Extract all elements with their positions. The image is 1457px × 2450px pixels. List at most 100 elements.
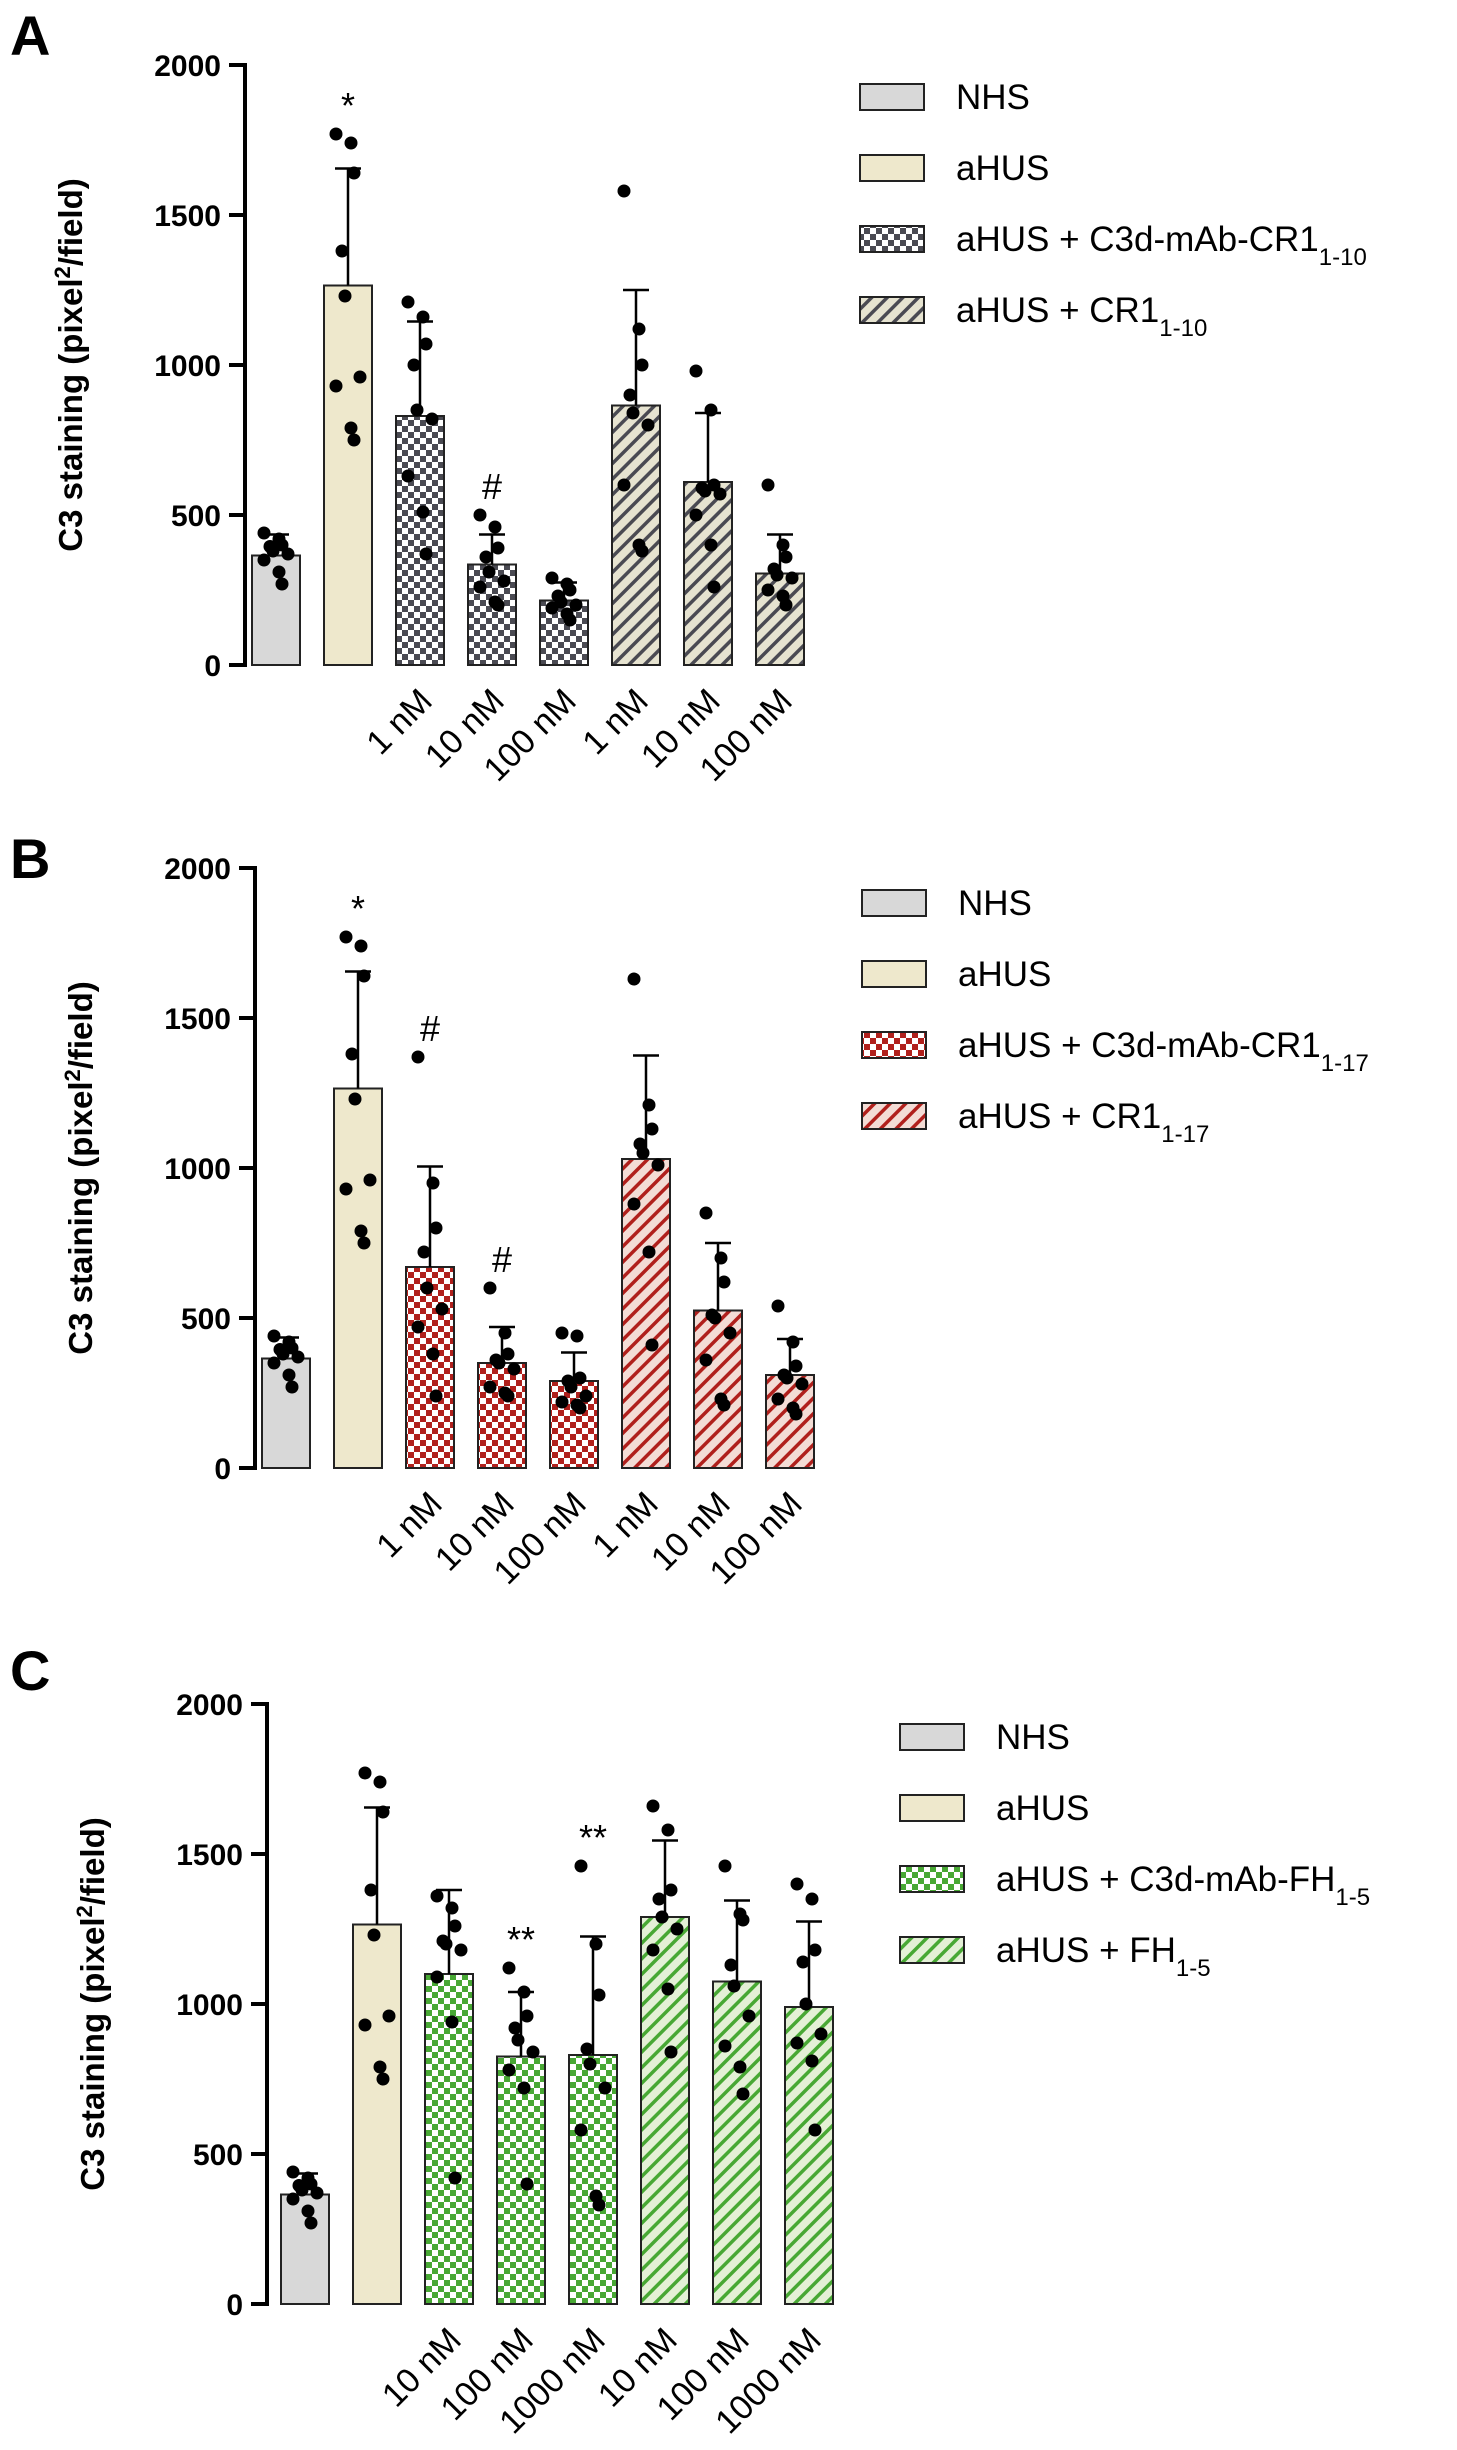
data-point [704, 403, 718, 417]
legend-label-text: aHUS + C3d-mAb-CR1 [958, 1026, 1321, 1065]
data-point [491, 541, 505, 555]
data-point [569, 598, 583, 612]
legend-label: aHUS [958, 955, 1051, 994]
y-tick-label: 500 [193, 2139, 243, 2172]
data-point [736, 1913, 750, 1927]
y-axis-label-text: C3 staining (pixel [62, 1082, 99, 1355]
legend-swatch [859, 296, 925, 324]
y-tick-label: 0 [214, 1453, 231, 1486]
y-tick-label: 500 [171, 500, 221, 533]
legend-swatch [899, 1936, 965, 1964]
data-point [419, 337, 433, 351]
data-point [482, 565, 496, 579]
data-point [771, 1392, 785, 1406]
data-point [329, 127, 343, 141]
legend-label-sub: 1-5 [1176, 1955, 1211, 1982]
data-point [636, 1146, 650, 1160]
panel-letter: C [10, 1639, 50, 1702]
y-tick-label: 1500 [176, 1839, 243, 1872]
data-point [713, 487, 727, 501]
panel-letter: A [10, 4, 50, 67]
data-point [357, 969, 371, 983]
data-point [776, 538, 790, 552]
data-point [511, 2033, 525, 2047]
legend-swatch [899, 1723, 965, 1751]
data-point [579, 1389, 593, 1403]
data-point [727, 1979, 741, 1993]
data-point [641, 418, 655, 432]
data-point [357, 1236, 371, 1250]
data-point [689, 364, 703, 378]
data-point [661, 1982, 675, 1996]
legend-label: aHUS [996, 1789, 1089, 1828]
data-point [771, 1299, 785, 1313]
panel-B: B C3 staining (pixel2/field) 0 500 1000 1500 2… [10, 827, 1369, 1592]
bar [496, 2055, 546, 2305]
data-point [795, 1377, 809, 1391]
data-point [492, 1356, 506, 1370]
bar [323, 284, 373, 666]
data-point [689, 508, 703, 522]
y-tick-label: 1000 [154, 350, 221, 383]
legend-swatch [899, 1865, 965, 1893]
data-point [646, 1943, 660, 1957]
data-point [344, 421, 358, 435]
bar [477, 1362, 527, 1469]
data-point [592, 2198, 606, 2212]
data-point [790, 1877, 804, 1891]
y-axis-label-text: /field) [74, 1817, 111, 1905]
legend-label: aHUS [956, 149, 1049, 188]
data-point [411, 1050, 425, 1064]
data-point [580, 2042, 594, 2056]
data-point [645, 1338, 659, 1352]
data-point [295, 2183, 309, 2197]
data-point [785, 571, 799, 585]
data-point [708, 1311, 722, 1325]
y-axis-label: C3 staining (pixel2/field) [50, 178, 90, 551]
data-point [589, 1937, 603, 1951]
data-point [285, 1380, 299, 1394]
data-point [401, 295, 415, 309]
data-point [632, 322, 646, 336]
data-point [282, 1368, 296, 1382]
legend-label-text: NHS [996, 1718, 1070, 1757]
data-point [483, 1380, 497, 1394]
y-tick-label: 2000 [154, 50, 221, 83]
data-point [338, 289, 352, 303]
data-point [410, 403, 424, 417]
legend-label: aHUS + CR11-17 [958, 1097, 1209, 1148]
bar [765, 1374, 815, 1469]
data-point [257, 526, 271, 540]
significance-label: ** [579, 1817, 607, 1858]
y-tick-label: 2000 [176, 1689, 243, 1722]
data-point [564, 1380, 578, 1394]
bar [352, 1923, 402, 2305]
data-point [661, 1823, 675, 1837]
data-point [286, 2192, 300, 2206]
data-point [789, 1359, 803, 1373]
significance-label: # [482, 466, 502, 507]
data-point [704, 538, 718, 552]
data-point [670, 1922, 684, 1936]
data-point [426, 1176, 440, 1190]
data-point [724, 1958, 738, 1972]
data-point [664, 2045, 678, 2059]
y-tick-label: 1000 [164, 1153, 231, 1186]
data-point [501, 1347, 515, 1361]
legend-swatch [859, 225, 925, 253]
bar [693, 1309, 743, 1469]
data-point [651, 1158, 665, 1172]
data-point [435, 1302, 449, 1316]
data-point [473, 508, 487, 522]
data-point [507, 1362, 521, 1376]
data-point [652, 1892, 666, 1906]
data-point [502, 2063, 516, 2077]
legend-label-text: NHS [958, 884, 1032, 923]
data-point [699, 1353, 713, 1367]
legend-swatch [861, 1031, 927, 1059]
legend-swatch [859, 83, 925, 111]
significance-label: * [351, 888, 365, 929]
legend-label-text: aHUS [958, 955, 1051, 994]
data-point [267, 1329, 281, 1343]
